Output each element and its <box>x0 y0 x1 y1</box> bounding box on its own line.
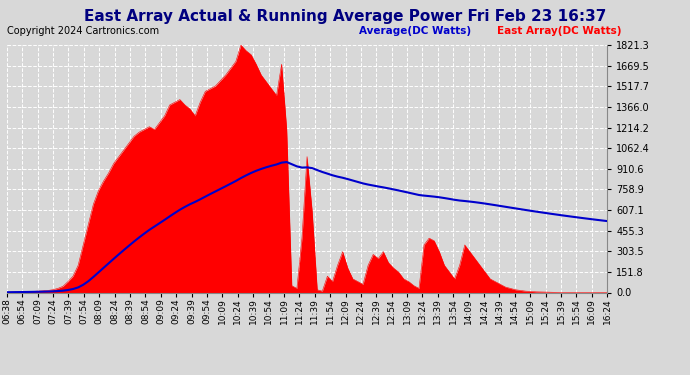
Text: Copyright 2024 Cartronics.com: Copyright 2024 Cartronics.com <box>7 26 159 36</box>
Text: East Array Actual & Running Average Power Fri Feb 23 16:37: East Array Actual & Running Average Powe… <box>83 9 607 24</box>
Text: Average(DC Watts): Average(DC Watts) <box>359 26 471 36</box>
Text: East Array(DC Watts): East Array(DC Watts) <box>497 26 621 36</box>
